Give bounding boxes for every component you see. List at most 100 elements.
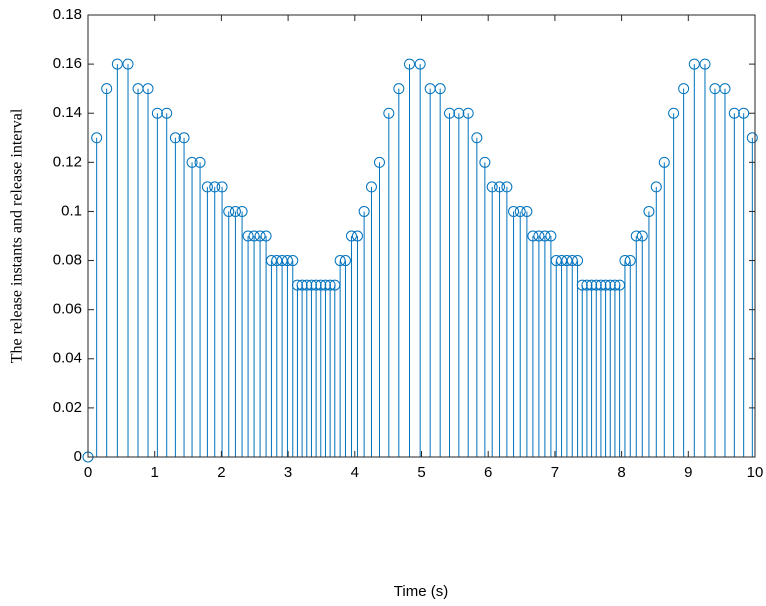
stem [248,230,260,457]
stem-marker [161,107,173,119]
x-tick-label: 0 [84,464,92,481]
stem [658,156,670,457]
stem [486,181,498,457]
stem [688,58,700,457]
stem-marker [111,58,123,70]
stem-marker [414,58,426,70]
stem-marker [630,230,642,242]
stem-marker [533,230,545,242]
x-tick-label: 2 [217,464,225,481]
stem-marker [699,58,711,70]
x-axis-label: Time (s) [394,583,448,600]
stem-marker [122,58,134,70]
stem-marker [248,230,260,242]
stem [545,230,557,457]
stem-marker [223,205,235,217]
stem-marker [216,181,228,193]
stem [287,255,299,457]
stem-marker [229,205,241,217]
stem-marker [746,132,758,144]
stem-marker [393,83,405,95]
stem [122,58,134,457]
stem-marker [486,181,498,193]
stem [151,107,163,457]
stem-marker [254,230,266,242]
plot-area [88,15,755,457]
x-tick-label: 6 [484,464,492,481]
stem-marker [527,230,539,242]
stem [242,230,254,457]
stem [527,230,539,457]
stem [434,83,446,457]
stem [479,156,491,457]
stem-marker [186,156,198,168]
stem [91,132,103,457]
stem [650,181,662,457]
stem-marker [236,205,248,217]
y-axis-label: The release instants and release interva… [9,108,26,363]
stem [260,230,272,457]
stem-marker [453,107,465,119]
x-tick-label: 5 [417,464,425,481]
stem [414,58,426,457]
y-tick-label: 0.12 [53,153,82,170]
x-tick-label: 10 [747,464,764,481]
stem [178,132,190,457]
y-tick-label: 0 [74,448,82,465]
stem-marker [242,230,254,242]
y-tick-label: 0.04 [53,350,82,367]
stem [444,107,456,457]
stem [236,205,248,457]
stem [668,107,680,457]
axes-box [87,14,756,458]
stem-marker [287,255,299,267]
stem-marker [479,156,491,168]
stem-marker [142,83,154,95]
stem-marker [339,255,351,267]
x-tick-label: 9 [684,464,692,481]
stem-marker [201,181,213,193]
stem [494,181,506,457]
stem-marker [151,107,163,119]
stem-marker [719,83,731,95]
stem [624,255,636,457]
stem [453,107,465,457]
stem-marker [358,205,370,217]
y-tick-label: 0.06 [53,301,82,318]
stem-marker [728,107,740,119]
stem-marker [501,181,513,193]
stem-marker [636,230,648,242]
stem [142,83,154,457]
stem [403,58,415,457]
stem [699,58,711,457]
stem [539,230,551,457]
stem-marker [508,205,520,217]
stem-marker [572,255,584,267]
y-tick-label: 0.02 [53,399,82,416]
stem [719,83,731,457]
stem [345,230,357,457]
stem-marker [373,156,385,168]
stem-marker [514,205,526,217]
stem-marker [545,230,557,242]
stem-marker [668,107,680,119]
stem-marker [650,181,662,193]
stem [201,181,213,457]
stem [533,230,545,457]
stem [521,205,533,457]
stem [358,205,370,457]
stem-marker [383,107,395,119]
stem [339,255,351,457]
stem [101,83,113,457]
x-tick-label: 8 [617,464,625,481]
stem [365,181,377,457]
y-tick-label: 0.1 [61,202,82,219]
stem-marker [209,181,221,193]
stem [462,107,474,457]
stem-marker [658,156,670,168]
stem [229,205,241,457]
x-tick-label: 7 [551,464,559,481]
stem [514,205,526,457]
stem [223,205,235,457]
stem [209,181,221,457]
